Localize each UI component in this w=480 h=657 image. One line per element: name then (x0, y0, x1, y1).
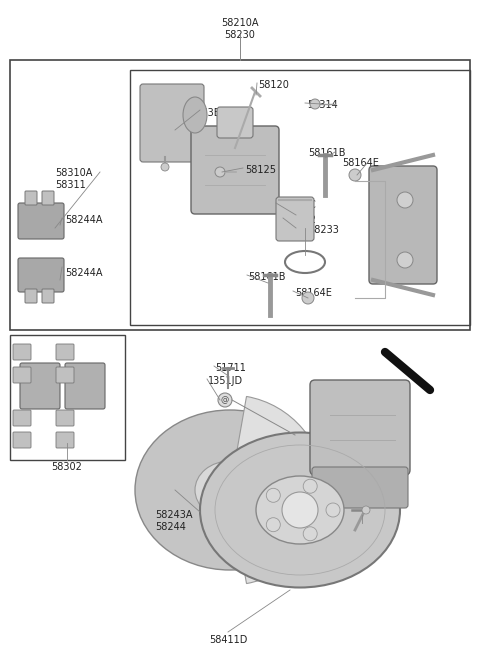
Ellipse shape (256, 476, 344, 544)
Text: 58163B: 58163B (183, 108, 220, 118)
Text: 58243A: 58243A (155, 510, 192, 520)
Text: 58244A: 58244A (65, 215, 103, 225)
Text: 58311: 58311 (55, 180, 86, 190)
Bar (10, 60, 470, 330)
Text: 51711: 51711 (215, 363, 246, 373)
Circle shape (215, 167, 225, 177)
FancyBboxPatch shape (56, 410, 74, 426)
Text: 58310A: 58310A (55, 168, 92, 178)
Text: 58411D: 58411D (209, 635, 247, 645)
Wedge shape (230, 396, 325, 583)
Text: @: @ (221, 396, 229, 405)
Ellipse shape (200, 432, 400, 587)
FancyBboxPatch shape (25, 191, 37, 205)
FancyBboxPatch shape (140, 84, 204, 162)
FancyBboxPatch shape (18, 203, 64, 239)
Circle shape (266, 488, 280, 503)
Circle shape (326, 503, 340, 517)
Circle shape (218, 393, 232, 407)
FancyBboxPatch shape (25, 289, 37, 303)
Ellipse shape (135, 410, 325, 570)
Text: 58230: 58230 (225, 30, 255, 40)
Wedge shape (230, 490, 325, 572)
FancyBboxPatch shape (20, 363, 60, 409)
FancyBboxPatch shape (42, 191, 54, 205)
FancyBboxPatch shape (56, 344, 74, 360)
FancyBboxPatch shape (13, 367, 31, 383)
Ellipse shape (183, 97, 207, 133)
Circle shape (303, 479, 317, 493)
Circle shape (161, 163, 169, 171)
Circle shape (266, 518, 280, 532)
Bar (10, 335, 125, 460)
Text: 58302: 58302 (51, 462, 83, 472)
Circle shape (397, 252, 413, 268)
Text: 58120: 58120 (258, 80, 289, 90)
Text: 1351JD: 1351JD (208, 376, 243, 386)
Bar (130, 70, 470, 325)
Text: 58210A: 58210A (221, 18, 259, 28)
FancyBboxPatch shape (276, 197, 314, 241)
Circle shape (303, 527, 317, 541)
Text: 58125: 58125 (245, 165, 276, 175)
Circle shape (349, 169, 361, 181)
Text: 58244: 58244 (155, 522, 186, 532)
Circle shape (397, 192, 413, 208)
Text: 58232: 58232 (285, 215, 316, 225)
Circle shape (310, 99, 320, 109)
Text: 1220FS: 1220FS (363, 520, 399, 530)
FancyBboxPatch shape (18, 258, 64, 292)
Circle shape (362, 506, 370, 514)
FancyBboxPatch shape (217, 107, 253, 138)
Text: 58235C: 58235C (278, 200, 316, 210)
Text: 58164E: 58164E (295, 288, 332, 298)
FancyBboxPatch shape (13, 432, 31, 448)
FancyBboxPatch shape (42, 289, 54, 303)
Circle shape (282, 492, 318, 528)
FancyBboxPatch shape (65, 363, 105, 409)
FancyBboxPatch shape (13, 410, 31, 426)
FancyBboxPatch shape (56, 432, 74, 448)
Text: 58164E: 58164E (342, 158, 379, 168)
FancyBboxPatch shape (369, 166, 437, 284)
Text: 58314: 58314 (307, 100, 338, 110)
Ellipse shape (195, 461, 265, 519)
Text: 58161B: 58161B (248, 272, 286, 282)
FancyBboxPatch shape (191, 126, 279, 214)
Text: 58233: 58233 (308, 225, 339, 235)
Text: 58161B: 58161B (308, 148, 346, 158)
FancyBboxPatch shape (310, 380, 410, 475)
Text: 58244A: 58244A (65, 268, 103, 278)
FancyBboxPatch shape (13, 344, 31, 360)
FancyBboxPatch shape (312, 467, 408, 508)
Circle shape (302, 292, 314, 304)
FancyBboxPatch shape (56, 367, 74, 383)
